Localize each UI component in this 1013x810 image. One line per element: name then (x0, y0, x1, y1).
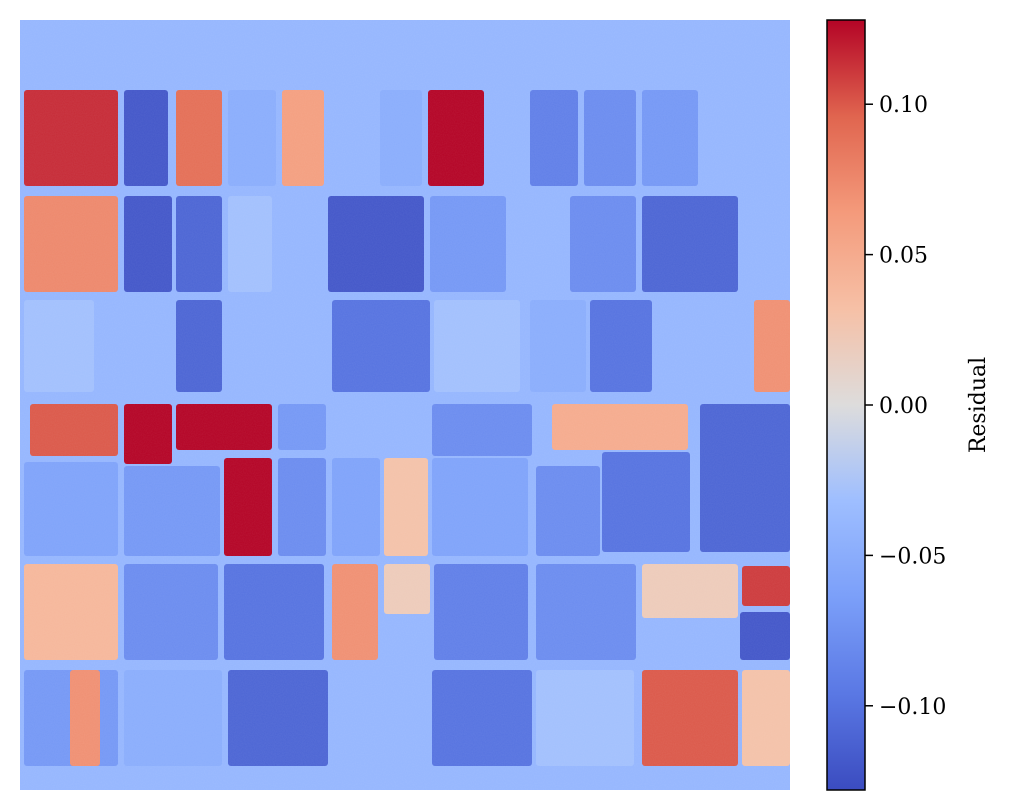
colorbar-ticks: 0.10 0.05 0.00 −0.05 −0.10 (865, 93, 946, 720)
colorbar-tick-label: 0.05 (879, 244, 928, 269)
heatmap-plot (20, 20, 790, 790)
heatmap-texture (20, 20, 790, 790)
colorbar-tick-label: −0.05 (879, 544, 946, 569)
colorbar-tick-label: 0.10 (879, 93, 928, 118)
colorbar: 0.10 0.05 0.00 −0.05 −0.10 Residual (826, 19, 991, 791)
colorbar-gradient (827, 20, 865, 790)
colorbar-tick-label: −0.10 (879, 695, 946, 720)
colorbar-tick-label: 0.00 (879, 394, 928, 419)
colorbar-label: Residual (966, 357, 991, 453)
